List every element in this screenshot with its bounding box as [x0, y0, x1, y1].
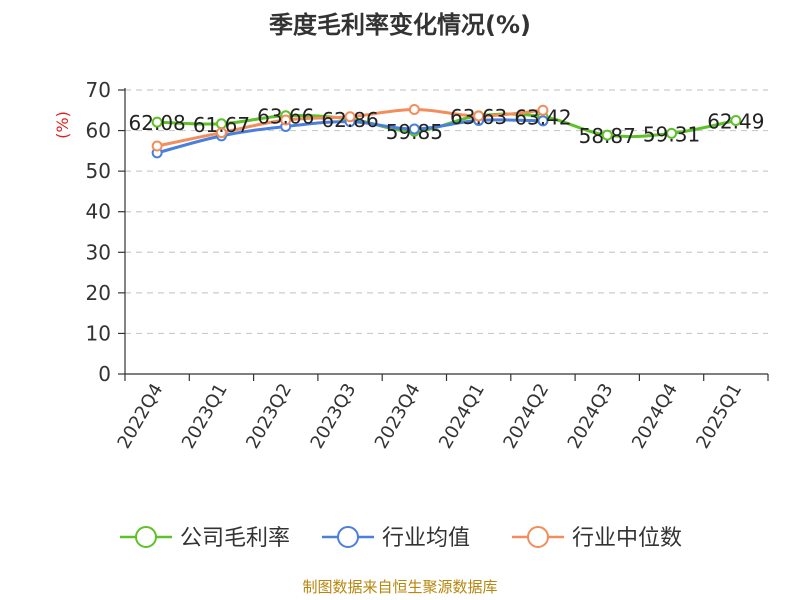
y-tick-label: 10 [86, 321, 111, 345]
y-tick-label: 0 [98, 362, 111, 386]
series-layer [151, 103, 742, 159]
legend-swatch-marker [135, 526, 157, 548]
data-label: 63.42 [514, 106, 571, 130]
x-tick-label: 2023Q2 [242, 380, 296, 452]
series-industry-median [151, 103, 549, 152]
x-tick-label: 2024Q3 [564, 380, 618, 452]
data-labels: 62.08 61.67 63.66 62.86 59.85 63.63 63.42 58.87… [129, 105, 765, 148]
legend-swatch-marker [337, 526, 359, 548]
x-tick-label: 2024Q1 [435, 380, 489, 452]
data-point-industry-median [215, 127, 227, 139]
data-point-industry-median [344, 111, 356, 123]
data-point-industry-median [537, 104, 549, 116]
data-label: 62.49 [707, 109, 764, 133]
y-tick-label: 60 [86, 119, 111, 143]
y-tick-label: 40 [86, 200, 111, 224]
data-point-industry-median [280, 114, 292, 126]
legend: 公司毛利率 行业均值 行业中位数 [120, 526, 682, 551]
data-point-company-margin [666, 127, 678, 139]
data-label: 63.66 [257, 105, 314, 129]
data-label: 62.08 [129, 111, 186, 135]
data-label: 62.86 [321, 108, 378, 132]
legend-item-company-margin: 公司毛利率 [120, 526, 290, 551]
legend-label: 公司毛利率 [180, 526, 290, 551]
y-tick-label: 20 [86, 281, 111, 305]
legend-item-industry-median: 行业中位数 [512, 526, 682, 551]
data-point-industry-median [408, 103, 420, 115]
data-label: 58.87 [579, 124, 636, 148]
x-tick-label: 2022Q4 [114, 380, 168, 452]
data-label: 61.67 [193, 113, 250, 137]
legend-item-industry-mean: 行业均值 [322, 526, 470, 551]
source-note: 制图数据来自恒生聚源数据库 [302, 578, 497, 596]
y-tick-label: 70 [86, 78, 111, 102]
legend-label: 行业中位数 [572, 526, 682, 551]
x-tick-label: 2025Q1 [692, 380, 746, 452]
data-label: 59.31 [643, 122, 700, 146]
chart-title: 季度毛利率变化情况(%) [269, 11, 531, 39]
legend-label: 行业均值 [382, 526, 470, 551]
y-axis-label: (%) [53, 111, 72, 139]
x-tick-label: 2023Q3 [306, 380, 360, 452]
grid-lines [125, 89, 768, 335]
x-tick-label: 2023Q1 [178, 380, 232, 452]
x-tick-label: 2024Q4 [628, 380, 682, 452]
x-tick-label: 2024Q2 [499, 380, 553, 452]
y-tick-label: 50 [86, 159, 111, 183]
x-tick-label: 2023Q4 [371, 380, 425, 452]
data-label: 63.63 [450, 105, 507, 129]
data-point-company-margin [730, 114, 742, 126]
data-point-industry-median [473, 110, 485, 122]
data-point-industry-median [151, 140, 163, 152]
data-label: 59.85 [386, 120, 443, 144]
data-point-company-margin [151, 116, 163, 128]
data-point-industry-mean [408, 123, 420, 135]
y-tick-label: 30 [86, 240, 111, 264]
data-point-company-margin [601, 129, 613, 141]
legend-swatch-marker [527, 526, 549, 548]
data-point-industry-mean [537, 115, 549, 127]
